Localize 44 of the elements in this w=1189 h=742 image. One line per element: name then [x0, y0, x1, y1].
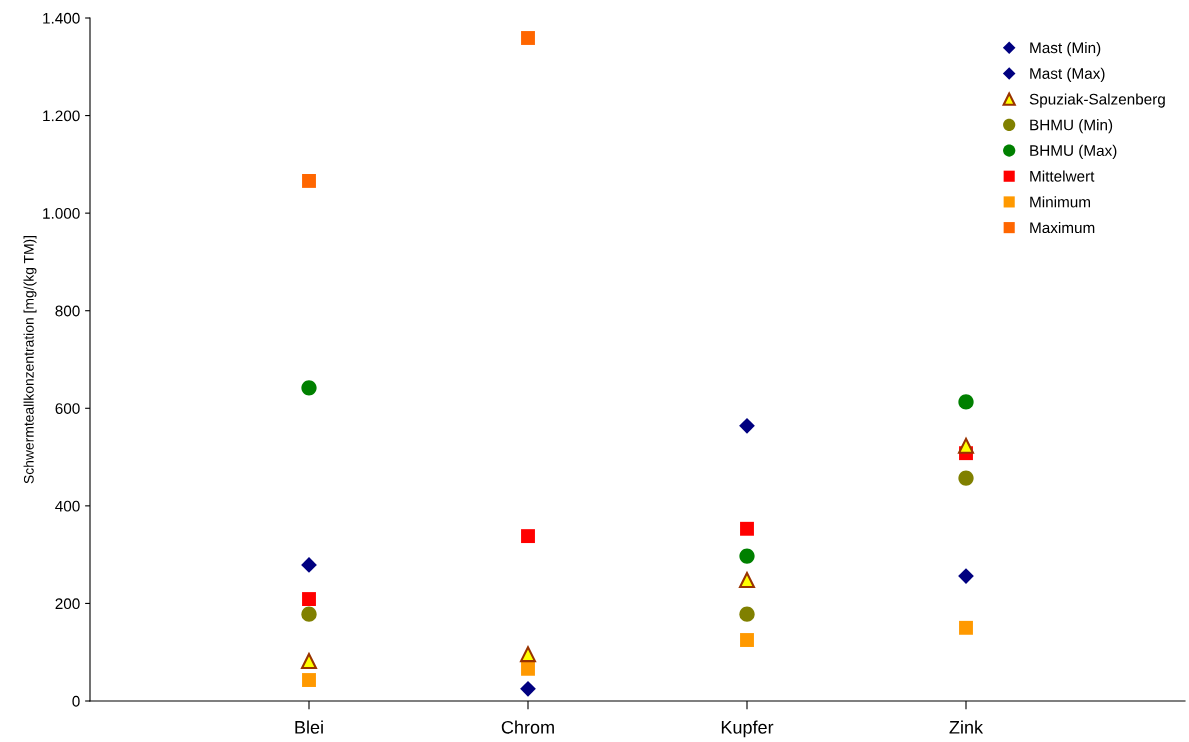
legend-label: Spuziak-Salzenberg [1029, 93, 1165, 108]
legend-label: BHMU (Max) [1030, 144, 1117, 160]
point [521, 661, 535, 676]
y-tick-label: 1.000 [43, 208, 80, 219]
y-tick-label: 600 [55, 403, 80, 414]
point [958, 394, 974, 410]
point [739, 572, 755, 588]
y-tick-label: 1.400 [43, 12, 80, 24]
x-tick-label: Chrom [501, 720, 554, 734]
point [958, 437, 974, 454]
legend-label: Mast (Max) [1030, 67, 1105, 82]
x-tick-label: Zink [949, 720, 984, 734]
y-axis-title: Schwermteallkonzentration [mg/(kg TM)] [23, 235, 37, 484]
y-tick-label: 1.200 [43, 110, 80, 122]
point [739, 606, 755, 622]
y-tick-label: 400 [55, 500, 80, 512]
legend-label: Mittelwert [1030, 170, 1095, 182]
y-tick-label: 0 [72, 695, 80, 707]
legend-label: Maximum [1030, 221, 1095, 234]
point [959, 620, 973, 635]
point [301, 380, 317, 396]
point [301, 606, 317, 622]
point [302, 174, 316, 188]
legend-label: BHMU (Min) [1030, 119, 1113, 134]
point [958, 568, 974, 584]
point [302, 592, 316, 606]
point [739, 548, 755, 564]
point [520, 646, 536, 663]
point [520, 680, 536, 697]
point [521, 31, 535, 45]
point [301, 653, 317, 669]
point [740, 633, 754, 647]
point [958, 470, 974, 486]
y-tick-label: 200 [55, 598, 80, 610]
x-tick-label: Blei [295, 720, 323, 734]
point [739, 417, 755, 434]
point [301, 557, 317, 573]
y-tick-label: 800 [55, 305, 80, 317]
point [521, 529, 535, 544]
legend-label: Minimum [1030, 196, 1090, 208]
point [302, 673, 316, 687]
legend-label: Mast (Min) [1030, 42, 1101, 57]
point [740, 521, 754, 536]
x-tick-label: Kupfer [721, 720, 774, 738]
